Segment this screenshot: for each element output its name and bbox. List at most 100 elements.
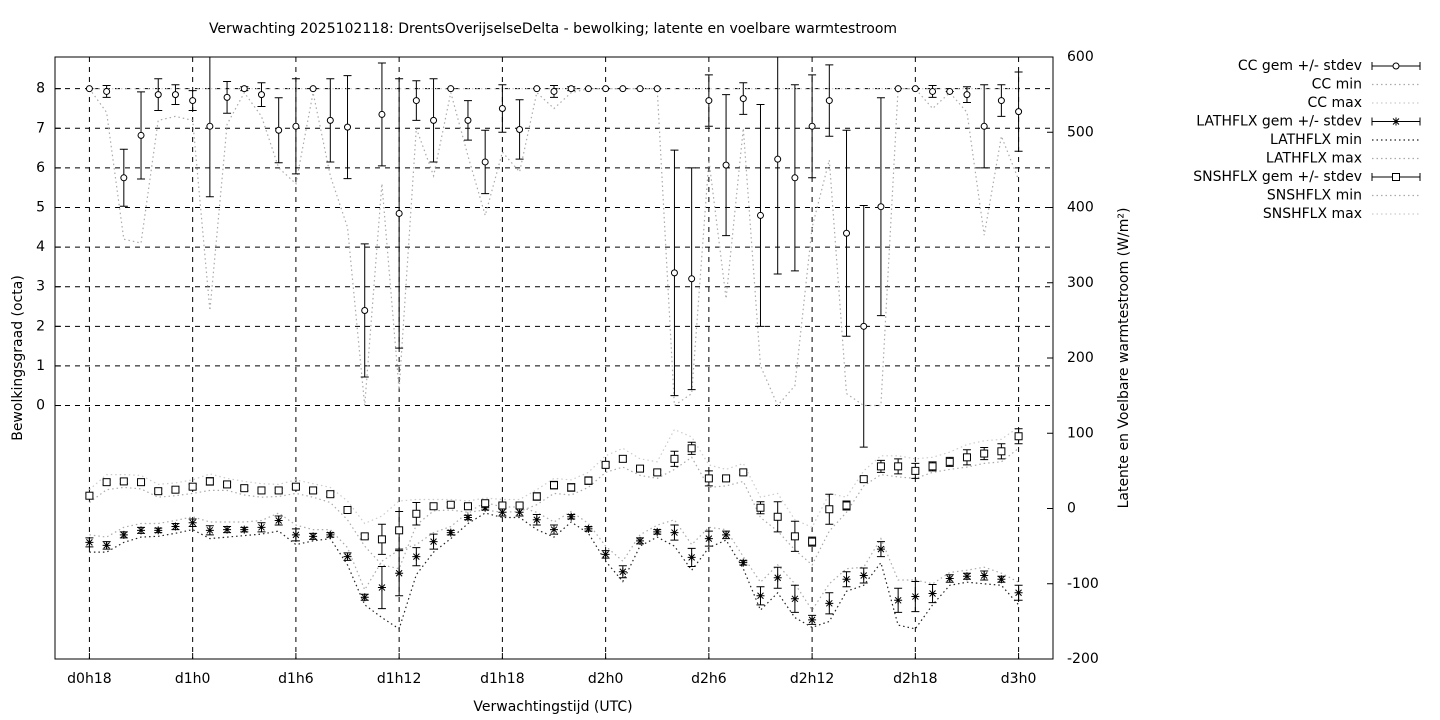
legend-label: LATHFLX max bbox=[1266, 151, 1362, 167]
marker bbox=[137, 478, 146, 487]
y-tick-label: 7 bbox=[36, 120, 45, 136]
marker bbox=[188, 482, 197, 491]
marker bbox=[946, 87, 954, 95]
marker bbox=[825, 599, 834, 608]
marker bbox=[498, 508, 507, 517]
marker bbox=[429, 537, 438, 546]
marker bbox=[790, 594, 799, 603]
x-tick-label: d2h18 bbox=[893, 671, 937, 687]
marker bbox=[980, 571, 989, 580]
marker bbox=[636, 85, 644, 93]
marker bbox=[997, 575, 1006, 584]
marker bbox=[825, 97, 833, 105]
marker bbox=[962, 572, 971, 581]
marker bbox=[911, 466, 920, 475]
marker bbox=[722, 530, 731, 539]
marker bbox=[773, 512, 782, 521]
marker bbox=[309, 486, 318, 495]
legend-marker bbox=[1392, 173, 1400, 181]
marker bbox=[997, 97, 1005, 105]
marker bbox=[704, 474, 713, 483]
x-axis-label: Verwachtingstijd (UTC) bbox=[473, 699, 632, 715]
marker bbox=[739, 95, 747, 103]
marker bbox=[980, 449, 989, 458]
y-tick-label: 4 bbox=[36, 239, 45, 255]
marker bbox=[774, 155, 782, 163]
marker bbox=[360, 593, 369, 602]
marker bbox=[533, 85, 541, 93]
x-tick-label: d0h18 bbox=[67, 671, 111, 687]
marker bbox=[223, 525, 232, 534]
legend-label: CC max bbox=[1307, 95, 1362, 111]
marker bbox=[636, 464, 645, 473]
y2-tick-label: 200 bbox=[1067, 350, 1094, 366]
marker bbox=[550, 481, 558, 490]
marker bbox=[274, 486, 283, 495]
marker bbox=[859, 475, 868, 484]
legend-label: CC gem +/- stdev bbox=[1238, 58, 1362, 74]
marker bbox=[395, 209, 403, 217]
marker bbox=[343, 506, 352, 515]
marker bbox=[137, 131, 145, 139]
marker bbox=[722, 161, 730, 169]
legend-label: LATHFLX gem +/- stdev bbox=[1196, 114, 1362, 130]
marker bbox=[619, 85, 627, 93]
marker bbox=[653, 468, 662, 477]
marker bbox=[653, 527, 662, 536]
marker bbox=[189, 97, 197, 105]
y-tick-label: 2 bbox=[36, 318, 45, 334]
marker bbox=[395, 526, 404, 535]
marker bbox=[980, 122, 988, 130]
marker bbox=[515, 501, 524, 510]
plot-area bbox=[85, 57, 1023, 630]
marker bbox=[326, 116, 334, 124]
legend-label: CC min bbox=[1312, 77, 1362, 93]
marker bbox=[171, 91, 179, 99]
marker bbox=[962, 453, 971, 462]
marker bbox=[171, 522, 180, 531]
y-tick-label: 0 bbox=[36, 398, 45, 414]
marker bbox=[911, 592, 920, 601]
marker bbox=[790, 532, 799, 541]
marker bbox=[154, 487, 163, 496]
marker bbox=[550, 525, 558, 534]
marker bbox=[447, 85, 455, 93]
marker bbox=[102, 478, 111, 487]
marker bbox=[550, 87, 558, 95]
marker bbox=[257, 523, 266, 532]
marker bbox=[618, 567, 627, 576]
x-tick-label: d1h0 bbox=[175, 671, 211, 687]
marker bbox=[481, 503, 490, 512]
y-tick-label: 3 bbox=[36, 279, 45, 295]
marker bbox=[240, 484, 249, 493]
marker bbox=[206, 122, 214, 130]
marker bbox=[361, 306, 369, 314]
x-tick-label: d2h0 bbox=[588, 671, 624, 687]
marker bbox=[928, 462, 937, 471]
marker bbox=[85, 491, 94, 500]
marker bbox=[120, 174, 128, 182]
marker bbox=[395, 569, 404, 578]
marker bbox=[929, 87, 937, 95]
marker bbox=[377, 583, 386, 592]
marker bbox=[429, 502, 438, 511]
marker bbox=[1014, 588, 1023, 597]
marker bbox=[498, 104, 506, 112]
marker bbox=[412, 97, 420, 105]
marker bbox=[309, 85, 317, 93]
y2-axis-label: Latente en Voelbare warmtestroom (W/m²) bbox=[1116, 208, 1132, 509]
marker bbox=[928, 589, 937, 598]
marker bbox=[463, 502, 472, 511]
marker bbox=[756, 503, 765, 512]
marker bbox=[291, 482, 300, 491]
marker bbox=[945, 457, 954, 466]
legend-label: SNSHFLX gem +/- stdev bbox=[1193, 169, 1362, 185]
marker bbox=[205, 477, 214, 486]
marker bbox=[430, 116, 438, 124]
marker bbox=[360, 532, 369, 541]
marker bbox=[119, 530, 128, 539]
marker bbox=[377, 535, 386, 544]
y-tick-label: 6 bbox=[36, 160, 45, 176]
marker bbox=[171, 485, 180, 494]
